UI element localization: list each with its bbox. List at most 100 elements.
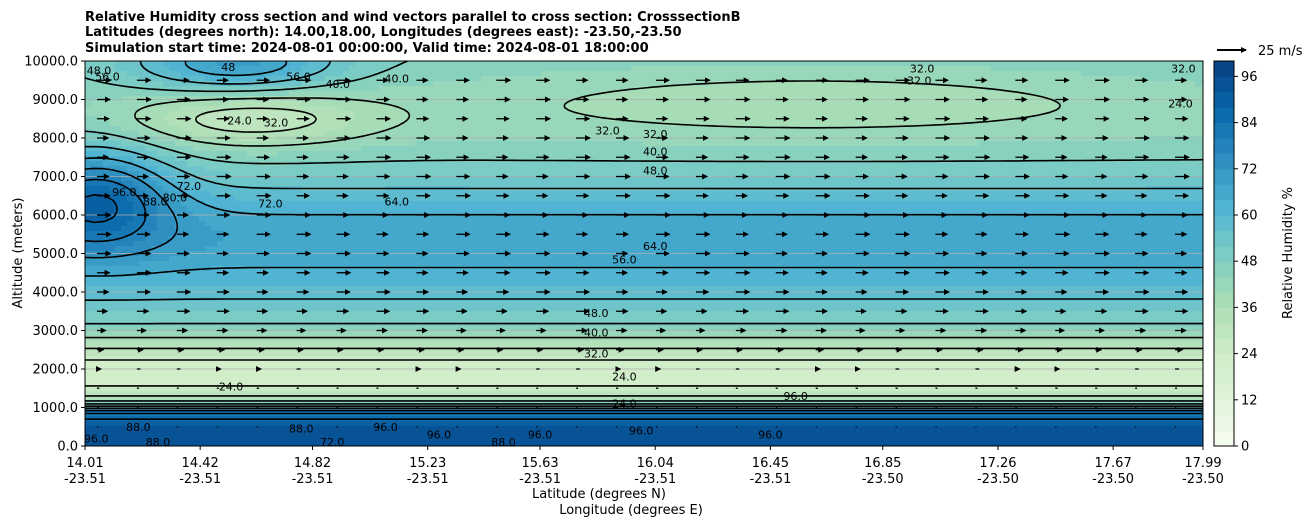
rh-cell <box>241 126 248 132</box>
rh-cell <box>133 246 140 252</box>
rh-cell <box>331 431 338 437</box>
rh-cell <box>271 166 278 172</box>
rh-cell <box>451 421 458 427</box>
rh-cell <box>403 391 410 397</box>
rh-cell <box>127 361 134 367</box>
rh-cell <box>439 191 446 197</box>
rh-cell <box>301 351 308 357</box>
rh-cell <box>343 66 350 72</box>
rh-cell <box>457 351 464 357</box>
rh-cell <box>457 181 464 187</box>
rh-cell <box>109 356 116 362</box>
rh-cell <box>319 101 326 107</box>
rh-cell <box>109 171 116 177</box>
rh-cell <box>115 76 122 82</box>
rh-cell <box>277 71 284 77</box>
rh-cell <box>385 381 392 387</box>
rh-cell <box>217 76 224 82</box>
rh-cell <box>331 261 338 267</box>
rh-cell <box>247 341 254 347</box>
rh-cell <box>157 381 164 387</box>
rh-cell <box>343 196 350 202</box>
rh-cell <box>349 336 356 342</box>
rh-cell <box>181 396 188 402</box>
rh-cell <box>241 241 248 247</box>
rh-cell <box>337 396 344 402</box>
rh-cell <box>295 276 302 282</box>
rh-cell <box>187 286 194 292</box>
rh-cell <box>409 76 416 82</box>
rh-cell <box>313 316 320 322</box>
rh-cell <box>157 126 164 132</box>
rh-cell <box>301 246 308 252</box>
rh-cell <box>169 226 176 232</box>
rh-cell <box>451 371 458 377</box>
rh-cell <box>103 246 110 252</box>
rh-cell <box>169 361 176 367</box>
rh-cell <box>331 76 338 82</box>
rh-cell <box>271 226 278 232</box>
rh-cell <box>325 236 332 242</box>
rh-cell <box>373 156 380 162</box>
rh-cell <box>253 176 260 182</box>
rh-cell <box>439 276 446 282</box>
rh-cell <box>415 311 422 317</box>
rh-cell <box>355 66 362 72</box>
rh-cell <box>349 196 356 202</box>
rh-cell <box>469 356 476 362</box>
rh-cell <box>115 266 122 272</box>
rh-cell <box>199 131 206 137</box>
rh-cell <box>379 86 386 92</box>
rh-cell <box>439 306 446 312</box>
rh-cell <box>421 171 428 177</box>
rh-cell <box>331 161 338 167</box>
rh-cell <box>253 281 260 287</box>
rh-cell <box>235 86 242 92</box>
rh-cell <box>313 326 320 332</box>
rh-cell <box>121 396 128 402</box>
rh-cell <box>415 361 422 367</box>
rh-cell <box>289 316 296 322</box>
rh-cell <box>199 391 206 397</box>
rh-cell <box>211 386 218 392</box>
rh-cell <box>235 371 242 377</box>
rh-cell <box>259 101 266 107</box>
rh-cell <box>409 236 416 242</box>
rh-cell <box>205 211 212 217</box>
rh-cell <box>193 281 200 287</box>
rh-cell <box>133 161 140 167</box>
rh-cell <box>391 101 398 107</box>
rh-cell <box>253 271 260 277</box>
rh-cell <box>103 421 110 427</box>
rh-cell <box>163 186 170 192</box>
rh-cell <box>295 91 302 97</box>
rh-cell <box>253 226 260 232</box>
rh-cell <box>157 191 164 197</box>
rh-cell <box>325 316 332 322</box>
rh-cell <box>355 246 362 252</box>
rh-cell <box>229 66 236 72</box>
rh-cell <box>439 441 446 446</box>
rh-cell <box>85 371 92 377</box>
rh-cell <box>427 286 434 292</box>
rh-cell <box>157 266 164 272</box>
rh-cell <box>103 301 110 307</box>
rh-cell <box>295 176 302 182</box>
rh-cell <box>385 441 392 446</box>
rh-cell <box>115 381 122 387</box>
rh-cell <box>355 151 362 157</box>
rh-cell <box>361 211 368 217</box>
rh-cell <box>121 151 128 157</box>
rh-cell <box>289 301 296 307</box>
rh-cell <box>139 331 146 337</box>
rh-cell <box>235 246 242 252</box>
rh-cell <box>121 116 128 122</box>
rh-cell <box>235 211 242 217</box>
rh-cell <box>163 211 170 217</box>
rh-cell <box>277 81 284 87</box>
rh-cell <box>115 91 122 97</box>
rh-cell <box>379 201 386 207</box>
rh-cell <box>253 326 260 332</box>
rh-cell <box>301 436 308 442</box>
rh-cell <box>97 431 104 437</box>
